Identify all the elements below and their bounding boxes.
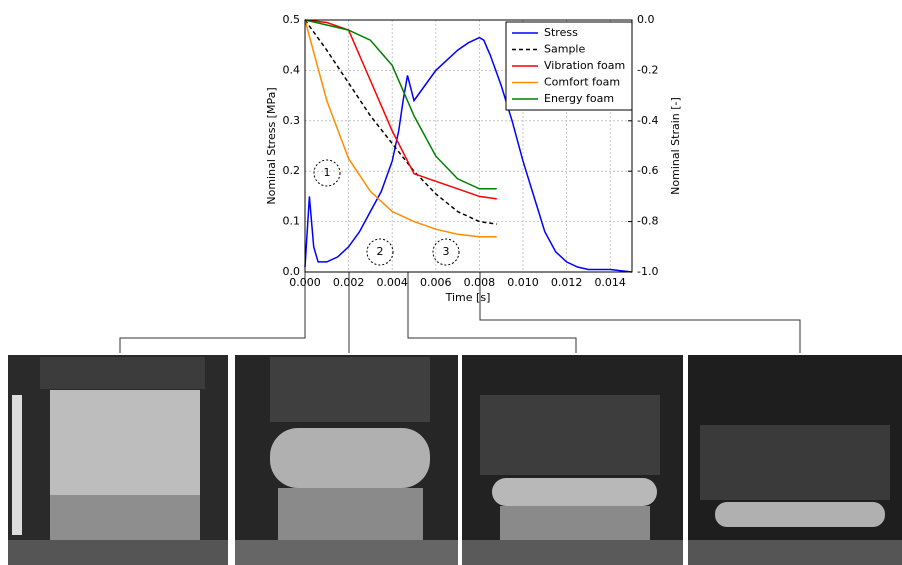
photo-part [462, 540, 683, 565]
series-line [304, 19, 497, 225]
x-tick-label: 0.006 [420, 276, 452, 289]
annotation-circle [366, 238, 394, 266]
y2-tick-label: -1.0 [637, 265, 658, 278]
plot-frame [304, 19, 633, 273]
photo-part [700, 425, 890, 500]
annotation: 2 [377, 245, 384, 258]
y-tick-label: 0.0 [283, 265, 301, 278]
series-line [304, 19, 497, 200]
y2-tick-label: -0.8 [637, 215, 658, 228]
photo-part [8, 540, 228, 565]
x-tick-label: 0.004 [376, 276, 408, 289]
x-tick-label: 0.014 [594, 276, 626, 289]
photo-part [270, 428, 430, 488]
photo-part [715, 502, 885, 527]
annotation-circle [432, 238, 460, 266]
x-tick-label: 0.012 [551, 276, 583, 289]
y-tick-label: 0.1 [283, 215, 301, 228]
photo-part [688, 540, 902, 565]
photo-strip [8, 355, 902, 565]
photo-part [480, 395, 660, 475]
photo-part [500, 506, 650, 540]
y2-tick-label: 0.0 [637, 13, 655, 26]
x-axis-label: Time [s] [445, 291, 491, 304]
legend-label: Comfort foam [544, 76, 620, 89]
series-line [304, 19, 497, 190]
x-tick-label: 0.002 [333, 276, 365, 289]
x-tick-label: 0.010 [507, 276, 539, 289]
x-tick-label: 0.000 [289, 276, 321, 289]
photo-part [492, 478, 657, 506]
photo-part [50, 495, 200, 540]
photo-part [40, 357, 205, 389]
y-tick-label: 0.2 [283, 164, 301, 177]
x-tick-label: 0.008 [464, 276, 496, 289]
y2-tick-label: -0.6 [637, 164, 658, 177]
y2-tick-label: -0.2 [637, 63, 658, 76]
photo-part [278, 488, 423, 540]
annotation-circle [313, 159, 341, 187]
y2-axis-label: Nominal Strain [-] [669, 97, 682, 195]
y-tick-label: 0.3 [283, 114, 301, 127]
series-line [304, 36, 633, 273]
photo-part [12, 395, 22, 535]
photo-part [50, 390, 200, 495]
annotation: 3 [443, 245, 450, 258]
legend-label: Sample [544, 43, 585, 56]
photo-part [235, 540, 458, 565]
y-tick-label: 0.4 [283, 63, 301, 76]
y2-tick-label: -0.4 [637, 114, 658, 127]
y-axis-label: Nominal Stress [MPa] [265, 87, 278, 204]
annotation: 1 [324, 166, 331, 179]
y-tick-label: 0.5 [283, 13, 301, 26]
series-line [304, 19, 497, 238]
legend-label: Energy foam [544, 92, 614, 105]
legend-label: Stress [544, 26, 578, 39]
photo-part [270, 357, 430, 422]
legend-label: Vibration foam [544, 59, 625, 72]
